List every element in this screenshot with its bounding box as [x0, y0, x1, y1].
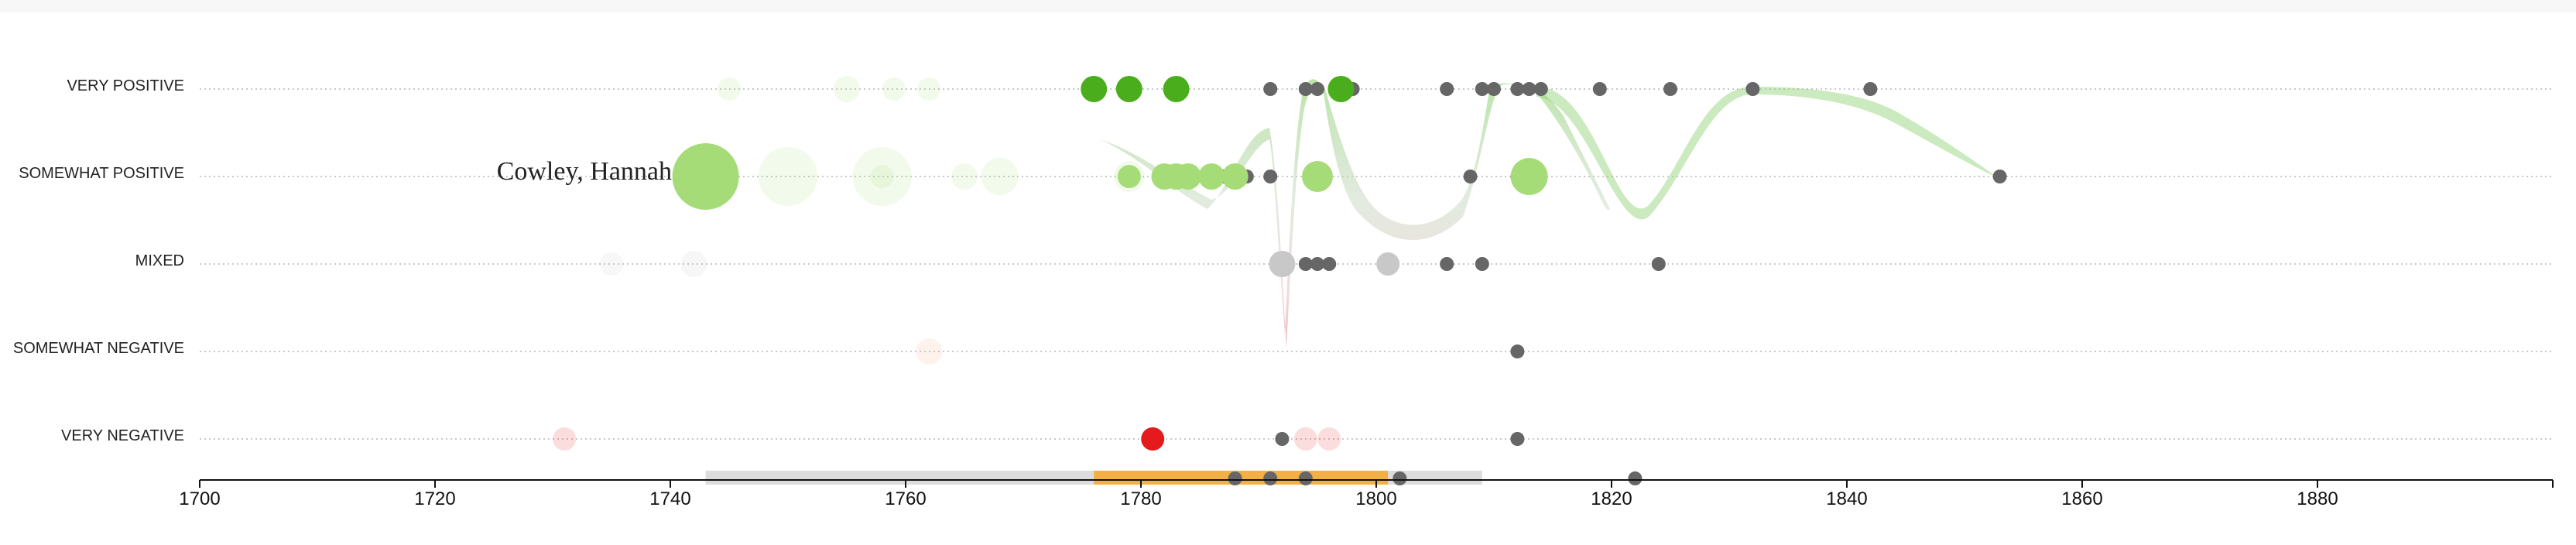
other-review-point[interactable] [1298, 257, 1313, 271]
x-tick-label: 1720 [414, 488, 455, 509]
review-point-somewhat-positive[interactable] [1302, 161, 1333, 192]
other-review-point[interactable] [1440, 82, 1454, 96]
faded-review-point [680, 251, 707, 277]
other-review-point[interactable] [1475, 257, 1489, 271]
x-tick-label: 1740 [649, 488, 690, 509]
faded-review-point [852, 147, 912, 206]
review-point-somewhat-positive[interactable] [1117, 165, 1141, 188]
other-review-point[interactable] [1510, 432, 1525, 446]
highlighted-person-label: Cowley, Hannah [497, 157, 672, 186]
review-point-somewhat-positive[interactable] [1221, 163, 1249, 190]
review-point-somewhat-positive[interactable] [1510, 158, 1548, 195]
faded-review-point [981, 158, 1019, 195]
other-review-point[interactable] [1463, 170, 1478, 183]
other-review-point[interactable] [1310, 257, 1324, 271]
reception-flow-tail [1536, 86, 2001, 220]
timeline-work-point[interactable] [1392, 471, 1407, 485]
other-review-point[interactable] [1510, 344, 1525, 358]
x-tick-label: 1820 [1591, 488, 1632, 509]
top-strip [0, 0, 2576, 12]
timeline-layer [705, 471, 1643, 485]
review-point-very-positive[interactable] [1115, 76, 1142, 102]
other-review-point[interactable] [1522, 82, 1536, 96]
other-review-point[interactable] [1475, 82, 1489, 96]
other-review-point[interactable] [1651, 257, 1666, 271]
timeline-work-point[interactable] [1228, 471, 1242, 485]
faded-review-point [718, 77, 741, 101]
other-review-point[interactable] [1510, 82, 1525, 96]
review-point-somewhat-positive[interactable] [1198, 163, 1225, 190]
other-review-point[interactable] [1322, 257, 1337, 271]
faded-review-point [870, 165, 894, 188]
review-point-somewhat-positive[interactable] [672, 143, 739, 210]
reception-flow-band [1099, 79, 1610, 348]
x-tick-label: 1860 [2061, 488, 2102, 509]
other-review-point[interactable] [1440, 257, 1454, 271]
faded-review-point [916, 338, 943, 365]
review-point-very-positive[interactable] [1163, 76, 1190, 102]
timeline-work-point[interactable] [1298, 471, 1313, 485]
x-tick-label: 1780 [1120, 488, 1161, 509]
review-point-somewhat-positive[interactable] [1163, 163, 1190, 190]
x-tick-label: 1760 [885, 488, 926, 509]
x-tick-label: 1840 [1826, 488, 1867, 509]
category-label-very-negative: VERY NEGATIVE [61, 427, 184, 444]
review-point-mixed[interactable] [1269, 251, 1296, 277]
x-axis: 1700 1720 1740 1760 1780 1800 1820 1840 1860 1880 [179, 479, 2554, 509]
faded-review-point [882, 77, 906, 101]
other-review-point[interactable] [1592, 82, 1607, 96]
category-label-somewhat-negative: SOMEWHAT NEGATIVE [13, 340, 184, 357]
review-layer [672, 76, 2007, 451]
other-review-point[interactable] [1310, 82, 1324, 96]
review-point-very-negative[interactable] [1141, 427, 1165, 451]
faded-review-point [917, 77, 941, 101]
other-review-point[interactable] [1663, 82, 1677, 96]
review-point-mixed[interactable] [1376, 252, 1400, 276]
review-point-very-positive[interactable] [1327, 76, 1355, 102]
faded-review-point [1317, 427, 1341, 451]
grid-layer [200, 88, 2553, 440]
other-review-point[interactable] [1263, 170, 1278, 183]
other-review-point[interactable] [1992, 170, 2007, 183]
timeline-work-point[interactable] [1263, 471, 1278, 485]
other-review-point[interactable] [1275, 432, 1290, 446]
other-review-point[interactable] [1863, 82, 1878, 96]
timeline-work-point[interactable] [1628, 471, 1643, 485]
x-tick-label: 1700 [179, 488, 220, 509]
other-review-point[interactable] [1533, 82, 1548, 96]
faded-review-point [759, 147, 817, 206]
faded-review-point [600, 252, 623, 276]
review-point-very-positive[interactable] [1081, 76, 1108, 102]
category-label-very-positive: VERY POSITIVE [67, 77, 184, 94]
faded-review-point [553, 427, 577, 451]
faded-review-layer [553, 76, 1341, 451]
other-review-point[interactable] [1745, 82, 1760, 96]
other-review-point[interactable] [1263, 82, 1278, 96]
x-tick-label: 1880 [2297, 488, 2338, 509]
faded-review-point [951, 163, 978, 190]
faded-review-point [1293, 427, 1317, 451]
faded-review-point [834, 76, 860, 102]
other-review-point[interactable] [1298, 82, 1313, 96]
category-label-somewhat-positive: SOMEWHAT POSITIVE [19, 165, 184, 182]
category-label-mixed: MIXED [135, 252, 184, 269]
other-review-point[interactable] [1487, 82, 1501, 96]
x-tick-label: 1800 [1355, 488, 1396, 509]
